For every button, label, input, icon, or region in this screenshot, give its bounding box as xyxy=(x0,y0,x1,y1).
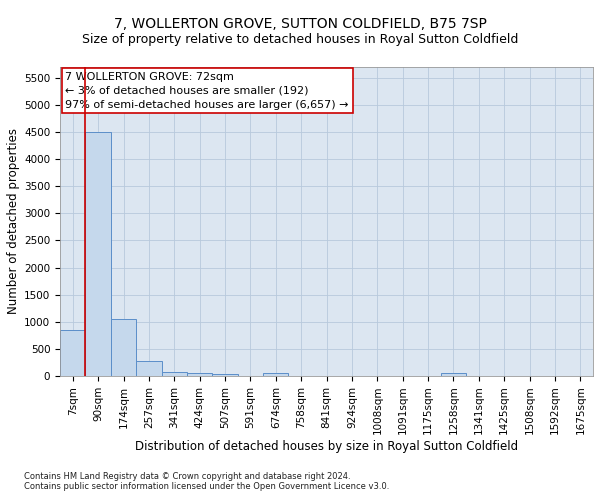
Bar xyxy=(60,330,85,376)
Bar xyxy=(85,132,111,376)
Y-axis label: Number of detached properties: Number of detached properties xyxy=(7,128,20,314)
Bar xyxy=(212,374,238,376)
Text: Contains public sector information licensed under the Open Government Licence v3: Contains public sector information licen… xyxy=(24,482,389,491)
Bar xyxy=(263,374,289,376)
Bar xyxy=(161,372,187,376)
X-axis label: Distribution of detached houses by size in Royal Sutton Coldfield: Distribution of detached houses by size … xyxy=(135,440,518,453)
Text: 7, WOLLERTON GROVE, SUTTON COLDFIELD, B75 7SP: 7, WOLLERTON GROVE, SUTTON COLDFIELD, B7… xyxy=(113,18,487,32)
Text: Size of property relative to detached houses in Royal Sutton Coldfield: Size of property relative to detached ho… xyxy=(82,32,518,46)
Bar xyxy=(111,319,136,376)
Bar xyxy=(441,374,466,376)
Bar xyxy=(136,362,161,376)
Bar xyxy=(187,374,212,376)
Text: Contains HM Land Registry data © Crown copyright and database right 2024.: Contains HM Land Registry data © Crown c… xyxy=(24,472,350,481)
Text: 7 WOLLERTON GROVE: 72sqm
← 3% of detached houses are smaller (192)
97% of semi-d: 7 WOLLERTON GROVE: 72sqm ← 3% of detache… xyxy=(65,72,349,110)
